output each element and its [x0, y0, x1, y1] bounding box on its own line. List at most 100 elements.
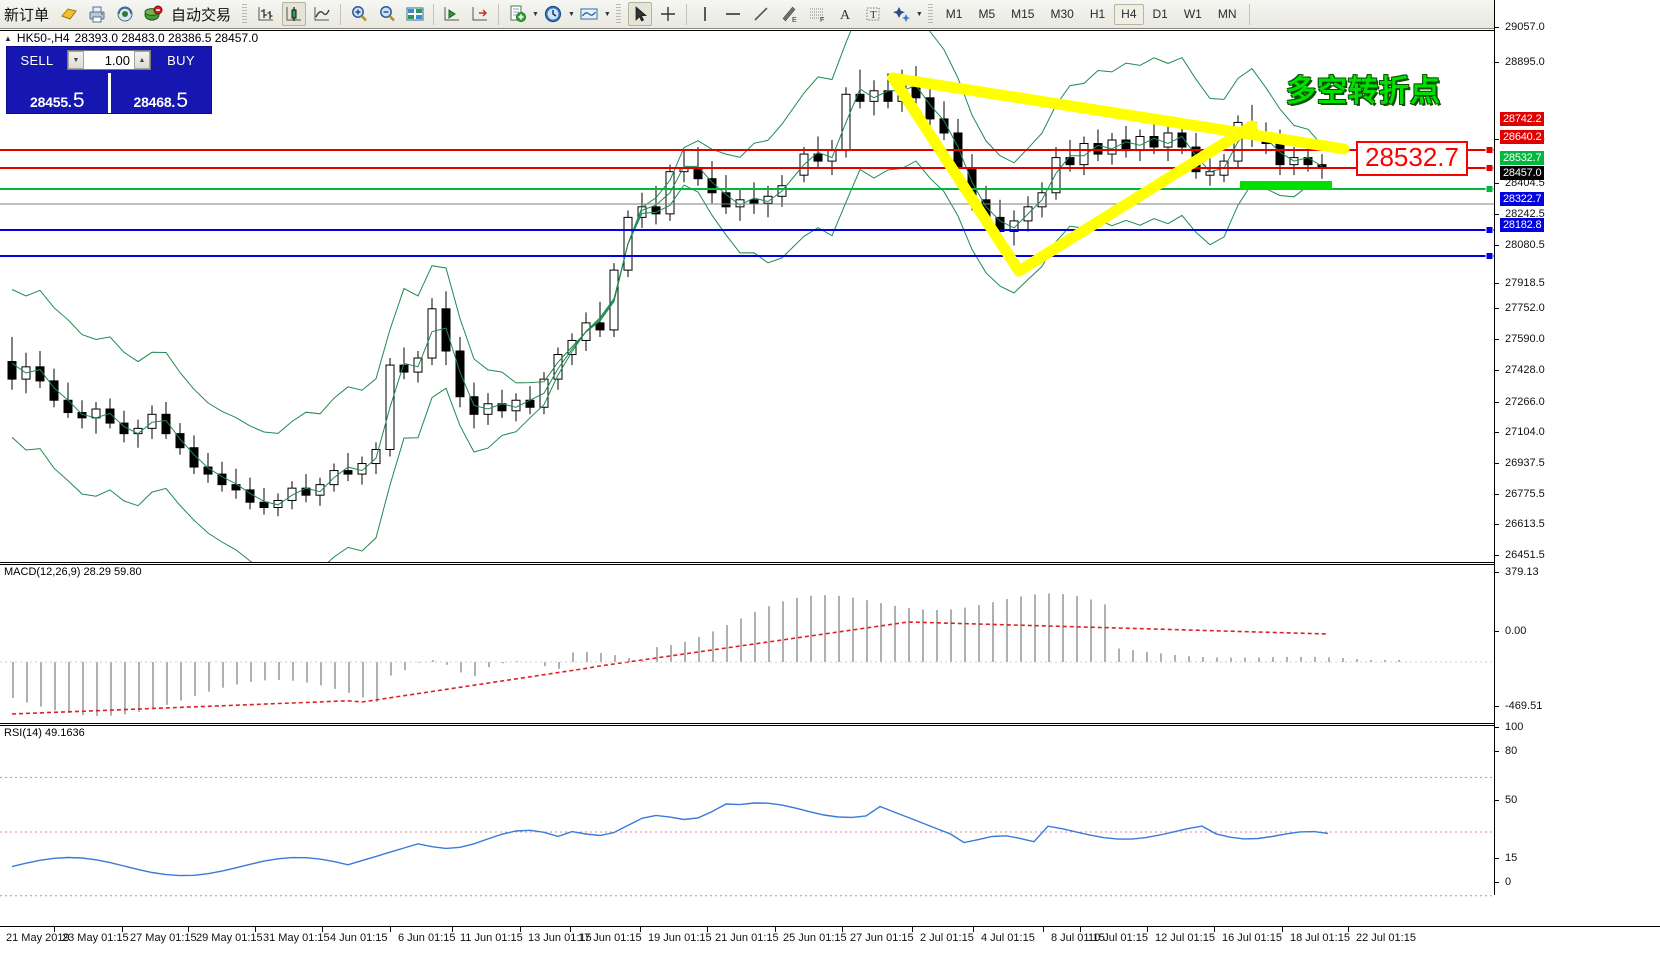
- zoom-out-icon[interactable]: [375, 2, 399, 26]
- indicator-tick-label: 50: [1505, 794, 1518, 806]
- price-scale[interactable]: 29057.028895.028566.528404.528242.528080…: [1494, 0, 1660, 895]
- toolbar-grip-3[interactable]: [927, 4, 933, 24]
- price-tick-mark: [1495, 27, 1499, 28]
- rsi-chart-canvas[interactable]: [0, 741, 1494, 923]
- one-click-trading-panel[interactable]: SELL ▼ 1.00 ▲ BUY 28455 . 5 28468 . 5: [6, 46, 212, 114]
- timeframe-m15[interactable]: M15: [1011, 6, 1035, 21]
- templates-dropdown-icon[interactable]: ▼: [603, 10, 611, 18]
- period-dropdown-icon[interactable]: ▼: [567, 10, 575, 18]
- new-order-button[interactable]: 新订单: [4, 6, 50, 24]
- time-axis-tick: [452, 927, 453, 932]
- time-axis-label: 8 Jul 01:15: [1051, 932, 1105, 944]
- price-tick-mark: [1495, 139, 1499, 140]
- time-axis-label: 2 Jul 01:15: [920, 932, 974, 944]
- sell-label[interactable]: SELL: [20, 52, 54, 68]
- timeframe-h1[interactable]: H1: [1089, 6, 1106, 21]
- new-order-icon[interactable]: [57, 2, 81, 26]
- timeframe-d1[interactable]: D1: [1152, 6, 1168, 21]
- buy-label[interactable]: BUY: [167, 52, 195, 68]
- price-level-tag[interactable]: 28182.8: [1500, 218, 1545, 232]
- trendline-annotation-canvas: [887, 72, 1350, 277]
- macd-chart-canvas[interactable]: [0, 579, 1494, 724]
- price-tick-mark: [1495, 339, 1499, 340]
- price-tick-label: 28895.0: [1505, 56, 1545, 68]
- price-level-tag[interactable]: 28532.7: [1500, 151, 1545, 165]
- text-label-icon[interactable]: T: [861, 2, 885, 26]
- indicator-tick-mark: [1495, 751, 1499, 752]
- price-tick-label: 28080.5: [1505, 239, 1545, 251]
- price-level-tag[interactable]: 28457.0: [1500, 166, 1545, 180]
- lot-size-value[interactable]: 1.00: [104, 52, 130, 68]
- time-axis[interactable]: 21 May 2019 23 May 01:15 27 May 01:15 29 Ma…: [0, 926, 1660, 955]
- timeframe-h4[interactable]: H4: [1114, 3, 1144, 25]
- svg-text:A: A: [840, 8, 851, 23]
- auto-scroll-icon[interactable]: [440, 2, 464, 26]
- horizontal-line-icon[interactable]: [721, 2, 745, 26]
- time-axis-label: 21 May 2019: [6, 932, 70, 944]
- level-lines-canvas[interactable]: [0, 31, 1494, 926]
- cursor-icon[interactable]: [627, 2, 652, 26]
- time-axis-tick: [640, 927, 641, 932]
- time-axis-label: 23 May 01:15: [62, 932, 129, 944]
- price-level-tag[interactable]: 28742.2: [1500, 112, 1545, 126]
- time-axis-label: 25 Jun 01:15: [783, 932, 847, 944]
- price-tick-label: 29057.0: [1505, 21, 1545, 33]
- line-chart-icon[interactable]: [310, 2, 334, 26]
- timeframe-w1[interactable]: W1: [1183, 6, 1202, 21]
- templates-icon[interactable]: [577, 2, 601, 26]
- indicator-tick-label: 80: [1505, 745, 1518, 757]
- price-tick-label: 26937.5: [1505, 457, 1545, 469]
- collapse-triangle-icon[interactable]: ▲: [4, 33, 12, 43]
- price-callout-annotation: 28532.7: [1356, 141, 1468, 176]
- navigator-icon[interactable]: [113, 2, 137, 26]
- time-axis-label: 27 Jun 01:15: [850, 932, 914, 944]
- shapes-dropdown-icon[interactable]: ▼: [915, 10, 923, 18]
- trade-panel-divider: [107, 73, 111, 113]
- autotrade-button[interactable]: 自动交易: [171, 6, 232, 24]
- zoom-in-icon[interactable]: [347, 2, 371, 26]
- printer-icon[interactable]: [85, 2, 109, 26]
- crosshair-icon[interactable]: [656, 2, 680, 26]
- trendline-icon[interactable]: [749, 2, 773, 26]
- fibonacci-icon[interactable]: F: [805, 2, 829, 26]
- time-axis-label: 4 Jul 01:15: [981, 932, 1035, 944]
- lot-increase-button[interactable]: ▲: [134, 51, 150, 69]
- chart-shift-icon[interactable]: [468, 2, 492, 26]
- toolbar-grip-2[interactable]: [615, 4, 621, 24]
- text-icon[interactable]: A: [833, 2, 857, 26]
- add-indicator-icon[interactable]: [505, 2, 529, 26]
- time-axis-label: 22 Jul 01:15: [1356, 932, 1416, 944]
- indicator-tick-mark: [1495, 727, 1499, 728]
- period-clock-icon[interactable]: [541, 2, 565, 26]
- price-chart-canvas[interactable]: [0, 31, 1494, 562]
- price-tick-mark: [1495, 402, 1499, 403]
- price-level-tag[interactable]: 28640.2: [1500, 130, 1545, 144]
- price-tick-mark: [1495, 432, 1499, 433]
- timeframe-mn[interactable]: MN: [1217, 6, 1237, 21]
- time-axis-tick: [255, 927, 256, 932]
- tile-windows-icon[interactable]: [403, 2, 427, 26]
- price-tick-mark: [1495, 555, 1499, 556]
- vertical-line-icon[interactable]: [693, 2, 717, 26]
- svg-text:T: T: [870, 9, 877, 21]
- timeframe-m30[interactable]: M30: [1050, 6, 1074, 21]
- lot-decrease-button[interactable]: ▼: [68, 51, 84, 69]
- timeframe-m5[interactable]: M5: [978, 6, 996, 21]
- buy-button[interactable]: 28468 . 5: [111, 73, 212, 113]
- bar-chart-icon[interactable]: [254, 2, 278, 26]
- autotrade-icon[interactable]: [141, 2, 165, 26]
- buy-price-dot: .: [171, 94, 176, 110]
- price-level-tag[interactable]: 28322.7: [1500, 192, 1545, 206]
- timeframe-m1[interactable]: M1: [945, 6, 963, 21]
- equidistant-channel-icon[interactable]: E: [777, 2, 801, 26]
- lot-size-input[interactable]: ▼ 1.00 ▲: [67, 50, 151, 70]
- price-tick-mark: [1495, 62, 1499, 63]
- sell-button[interactable]: 28455 . 5: [7, 73, 108, 113]
- price-tick-label: 28242.5: [1505, 208, 1545, 220]
- add-indicator-dropdown-icon[interactable]: ▼: [532, 10, 539, 18]
- shapes-icon[interactable]: [889, 2, 913, 26]
- indicator-tick-label: 0.00: [1505, 625, 1527, 637]
- sell-price-dot: .: [67, 94, 72, 110]
- toolbar-grip[interactable]: [242, 4, 248, 24]
- candlestick-chart-icon[interactable]: [282, 2, 307, 26]
